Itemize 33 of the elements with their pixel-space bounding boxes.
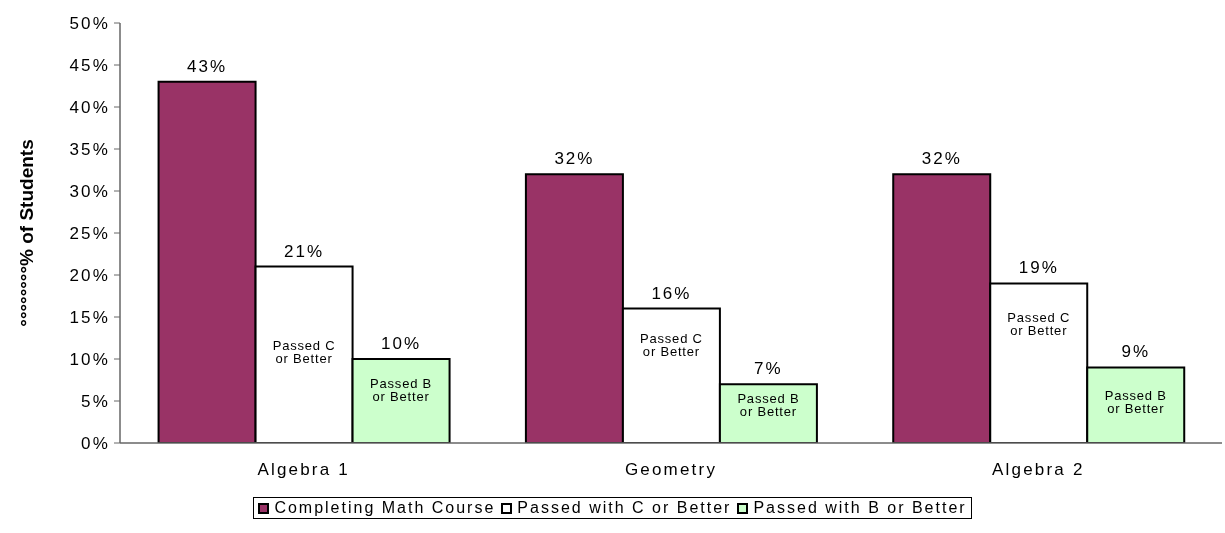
- annotation: Passed C or Better: [640, 330, 703, 359]
- y-tick-label: 15%: [69, 308, 110, 328]
- y-tick-label: 30%: [69, 182, 110, 202]
- x-tick-label: Algebra 1: [257, 460, 350, 480]
- data-label: 16%: [651, 283, 692, 303]
- x-tick-label: Geometry: [624, 460, 718, 480]
- y-tick-label: 20%: [69, 266, 110, 286]
- data-label: 43%: [187, 56, 228, 76]
- legend-label: Passed with B or Better: [753, 499, 967, 517]
- y-tick-label: 35%: [69, 140, 110, 160]
- data-label: 19%: [1018, 258, 1059, 278]
- y-tick-label: 10%: [69, 350, 110, 370]
- data-label: 21%: [284, 241, 325, 261]
- annotation: Passed C or Better: [272, 337, 336, 366]
- data-label: 32%: [921, 149, 962, 169]
- y-tick-label: 0%: [81, 434, 110, 454]
- y-tick-label: 40%: [69, 98, 110, 118]
- y-tick-label: 45%: [69, 56, 110, 76]
- x-tick-label: Algebra 2: [992, 460, 1085, 480]
- annotation: Passed B or Better: [1104, 387, 1167, 416]
- annotation: Passed C or Better: [1007, 309, 1071, 338]
- y-tick-label: 5%: [81, 392, 110, 412]
- annotation: Passed B or Better: [737, 390, 800, 419]
- legend-label: Passed with C or Better: [517, 499, 732, 517]
- data-label: 7%: [754, 359, 783, 379]
- y-tick-label: 25%: [69, 224, 110, 244]
- y-tick-label: 50%: [69, 14, 110, 34]
- data-label: 9%: [1121, 342, 1151, 362]
- data-label: 10%: [381, 334, 422, 353]
- data-label: 32%: [554, 149, 595, 169]
- legend-label: Completing Math Course: [274, 499, 496, 517]
- y-axis-title: °°°°°°°°% of Students: [15, 139, 37, 327]
- annotation: Passed B or Better: [370, 375, 433, 404]
